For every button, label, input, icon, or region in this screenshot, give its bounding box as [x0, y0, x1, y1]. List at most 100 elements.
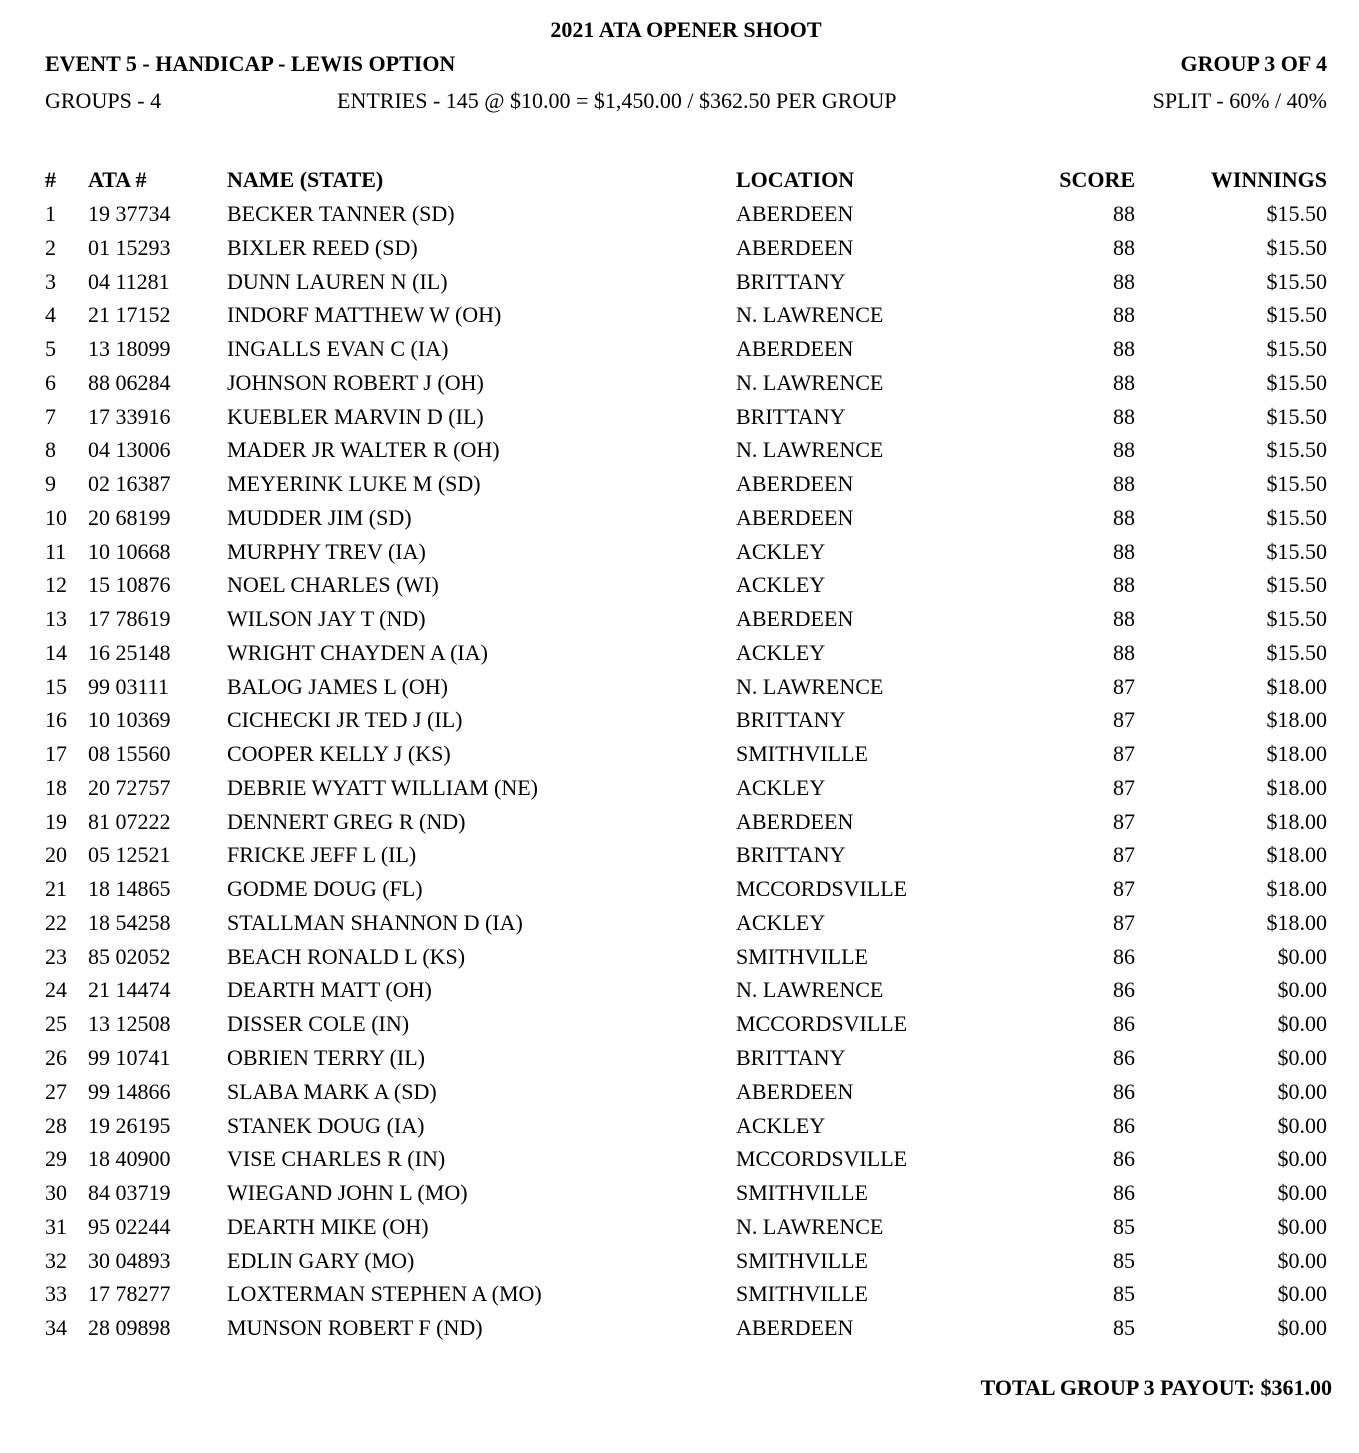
- cell-name-state: COOPER KELLY J (KS): [227, 741, 451, 767]
- cell-name-state: WILSON JAY T (ND): [227, 606, 426, 632]
- cell-location: ABERDEEN: [736, 201, 854, 226]
- cell-name-state: BEACH RONALD L (KS): [227, 943, 466, 969]
- cell-ata-number: 99 14866: [88, 1078, 171, 1104]
- cell-location: BRITTANY: [736, 268, 846, 294]
- col-header-location: LOCATION: [736, 167, 855, 192]
- cell-rank: 13: [45, 606, 67, 632]
- table-row: 30 84 03719 WIEGAND JOHN L (MO) SMITHVILLE 8…: [0, 1182, 1359, 1212]
- cell-location: ACKLEY: [736, 538, 826, 564]
- cell-location: N. LAWRENCE: [736, 302, 884, 328]
- cell-name-state: KUEBLER MARVIN D (IL): [227, 403, 484, 429]
- cell-score: 88: [1113, 471, 1135, 497]
- cell-winnings: $0.00: [1277, 943, 1328, 969]
- cell-location: ACKLEY: [736, 909, 826, 935]
- cell-score: 85: [1113, 1247, 1135, 1273]
- cell-winnings: $18.00: [1266, 707, 1328, 733]
- cell-rank: 2: [45, 234, 56, 260]
- cell-score: 88: [1113, 234, 1135, 260]
- cell-location: SMITHVILLE: [736, 1281, 868, 1307]
- total-payout: TOTAL GROUP 3 PAYOUT: $361.00: [980, 1375, 1332, 1400]
- cell-score: 87: [1113, 909, 1135, 935]
- cell-rank: 34: [45, 1315, 67, 1341]
- cell-location: N. LAWRENCE: [736, 977, 884, 1003]
- cell-score: 88: [1113, 403, 1135, 429]
- cell-score: 87: [1113, 774, 1135, 800]
- cell-rank: 33: [45, 1281, 67, 1307]
- cell-rank: 7: [45, 403, 56, 429]
- cell-location: ABERDEEN: [736, 606, 854, 632]
- cell-score: 88: [1113, 606, 1135, 632]
- cell-ata-number: 18 40900: [88, 1146, 171, 1172]
- cell-location: N. LAWRENCE: [736, 369, 884, 395]
- cell-location: ACKLEY: [736, 572, 826, 598]
- cell-score: 88: [1113, 369, 1135, 395]
- cell-winnings: $15.50: [1266, 403, 1328, 429]
- cell-ata-number: 19 37734: [88, 201, 171, 226]
- cell-name-state: JOHNSON ROBERT J (OH): [227, 369, 484, 395]
- cell-winnings: $18.00: [1266, 808, 1328, 834]
- table-row: 32 30 04893 EDLIN GARY (MO) SMITHVILLE 85 $0.…: [0, 1247, 1359, 1280]
- cell-winnings: $0.00: [1277, 1213, 1328, 1239]
- table-row: 27 99 14866 SLABA MARK A (SD) ABERDEEN 86 $0.…: [0, 1078, 1359, 1111]
- cell-winnings: $0.00: [1277, 1112, 1328, 1138]
- cell-rank: 30: [45, 1180, 67, 1206]
- cell-location: MCCORDSVILLE: [736, 1011, 908, 1037]
- table-header: # ATA # NAME (STATE) LOCATION SCORE WINN…: [0, 169, 1359, 199]
- table-row: 18 20 72757 DEBRIE WYATT WILLIAM (NE) ACKLE…: [0, 774, 1359, 807]
- cell-location: ABERDEEN: [736, 471, 854, 497]
- cell-ata-number: 13 12508: [88, 1011, 171, 1037]
- cell-ata-number: 20 72757: [88, 774, 171, 800]
- cell-winnings: $18.00: [1266, 741, 1328, 767]
- cell-name-state: OBRIEN TERRY (IL): [227, 1045, 425, 1070]
- cell-location: BRITTANY: [736, 707, 846, 733]
- table-row: 8 04 13006 MADER JR WALTER R (OH) N. LAWREN…: [0, 439, 1359, 469]
- table-row: 13 17 78619 WILSON JAY T (ND) ABERDEEN 88 $15…: [0, 608, 1359, 638]
- cell-winnings: $15.50: [1266, 437, 1328, 463]
- cell-ata-number: 95 02244: [88, 1213, 171, 1239]
- table-row: 4 21 17152 INDORF MATTHEW W (OH) N. LAWRENC…: [0, 304, 1359, 334]
- cell-location: ABERDEEN: [736, 234, 854, 260]
- cell-name-state: FRICKE JEFF L (IL): [227, 842, 417, 868]
- cell-location: ABERDEEN: [736, 1315, 854, 1341]
- cell-ata-number: 18 14865: [88, 876, 171, 902]
- cell-score: 88: [1113, 538, 1135, 564]
- cell-rank: 14: [45, 639, 67, 665]
- cell-ata-number: 28 09898: [88, 1315, 171, 1341]
- cell-location: ACKLEY: [736, 639, 826, 665]
- cell-location: BRITTANY: [736, 1045, 846, 1070]
- cell-name-state: WRIGHT CHAYDEN A (IA): [227, 639, 488, 665]
- cell-winnings: $15.50: [1266, 336, 1328, 362]
- cell-name-state: INGALLS EVAN C (IA): [227, 336, 449, 362]
- cell-winnings: $15.50: [1266, 369, 1328, 395]
- cell-score: 87: [1113, 842, 1135, 868]
- cell-ata-number: 10 10668: [88, 538, 171, 564]
- cell-score: 85: [1113, 1281, 1135, 1307]
- cell-location: BRITTANY: [736, 403, 846, 429]
- cell-ata-number: 88 06284: [88, 369, 171, 395]
- cell-location: ABERDEEN: [736, 1078, 854, 1104]
- cell-name-state: WIEGAND JOHN L (MO): [227, 1180, 468, 1206]
- table-row: 24 21 14474 DEARTH MATT (OH) N. LAWRENCE 86 $…: [0, 979, 1359, 1009]
- cell-rank: 8: [45, 437, 56, 463]
- table-row: 5 13 18099 INGALLS EVAN C (IA) ABERDEEN 88 $1…: [0, 338, 1359, 368]
- cell-ata-number: 01 15293: [88, 234, 171, 260]
- cell-winnings: $0.00: [1277, 1315, 1328, 1341]
- cell-name-state: STALLMAN SHANNON D (IA): [227, 909, 523, 935]
- cell-name-state: BALOG JAMES L (OH): [227, 673, 449, 699]
- table-row: 20 05 12521 FRICKE JEFF L (IL) BRITTANY 87 $1…: [0, 844, 1359, 874]
- cell-ata-number: 99 10741: [88, 1045, 171, 1070]
- cell-name-state: MEYERINK LUKE M (SD): [227, 471, 481, 497]
- cell-name-state: MUNSON ROBERT F (ND): [227, 1315, 483, 1341]
- cell-location: SMITHVILLE: [736, 1180, 868, 1206]
- cell-location: N. LAWRENCE: [736, 673, 884, 699]
- cell-winnings: $15.50: [1266, 234, 1328, 260]
- cell-rank: 5: [45, 336, 56, 362]
- table-row: 19 81 07222 DENNERT GREG R (ND) ABERDEEN 87 $…: [0, 808, 1359, 841]
- cell-ata-number: 13 18099: [88, 336, 171, 362]
- cell-ata-number: 02 16387: [88, 471, 171, 497]
- cell-rank: 4: [45, 302, 56, 328]
- cell-score: 88: [1113, 268, 1135, 294]
- cell-rank: 26: [45, 1045, 67, 1070]
- cell-score: 86: [1113, 1011, 1135, 1037]
- cell-score: 86: [1113, 943, 1135, 969]
